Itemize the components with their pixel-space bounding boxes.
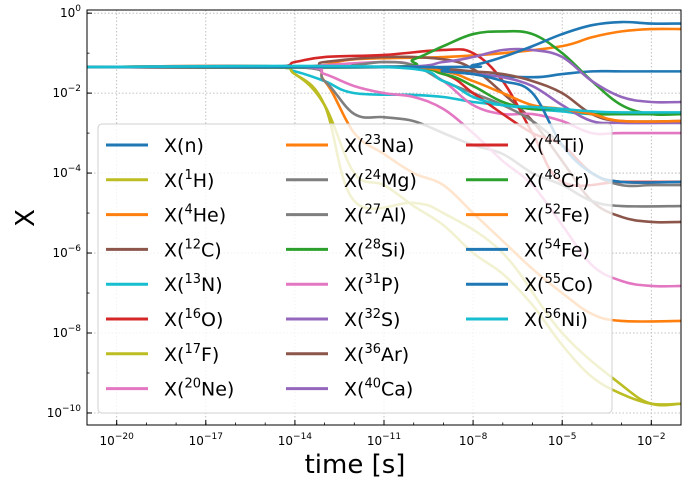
- legend-label: X(31P): [344, 272, 400, 296]
- x-axis-label: time [s]: [305, 450, 406, 480]
- legend-label: X(n): [164, 135, 204, 157]
- legend-box: [97, 123, 613, 414]
- x-tick-label: 10−5: [548, 432, 577, 448]
- legend-label: X(23Na): [344, 133, 414, 157]
- x-tick-label: 10−8: [459, 432, 488, 448]
- y-axis-ticks: 100 10−2 10−4 10−6 10−8 10−10: [47, 4, 92, 420]
- legend-label: X(32S): [344, 307, 400, 331]
- legend-label: X(20Ne): [164, 377, 234, 401]
- legend-label: X(36Ar): [344, 342, 409, 366]
- y-tick-label: 10−8: [52, 324, 81, 340]
- legend-label: X(52Fe): [524, 203, 590, 227]
- y-tick-label: 10−2: [52, 84, 81, 100]
- legend-label: X(48Cr): [524, 168, 589, 192]
- legend-label: X(16O): [164, 307, 223, 331]
- legend-label: X(54Fe): [524, 237, 590, 261]
- legend-label: X(40Ca): [344, 377, 413, 401]
- y-tick-label: 10−10: [47, 404, 82, 420]
- legend: X(n) X(1H) X(4He) X(12C) X(13N) X(16O) X(17F) X…: [97, 123, 613, 414]
- legend-label: X(28Si): [344, 237, 406, 261]
- legend-label: X(17F): [164, 342, 219, 366]
- legend-label: X(55Co): [524, 272, 593, 296]
- legend-label: X(44Ti): [524, 133, 585, 157]
- x-tick-label: 10−14: [278, 432, 313, 448]
- legend-label: X(13N): [164, 272, 223, 296]
- legend-label: X(24Mg): [344, 168, 417, 192]
- x-tick-label: 10−11: [367, 432, 401, 448]
- legend-label: X(12C): [164, 237, 222, 261]
- legend-label: X(1H): [164, 168, 214, 192]
- x-tick-label: 10−20: [100, 432, 135, 448]
- x-axis-ticks: 10−20 10−17 10−14 10−11 10−8 10−5 10−2: [86, 420, 682, 448]
- y-tick-label: 10−4: [52, 164, 81, 180]
- x-tick-label: 10−2: [637, 432, 666, 448]
- x-tick-label: 10−17: [189, 432, 223, 448]
- y-axis-label: X: [11, 209, 41, 227]
- legend-label: X(56Ni): [524, 307, 588, 331]
- series-lines: [87, 20, 681, 407]
- series-line-21: [87, 64, 681, 114]
- y-tick-label: 10−6: [52, 244, 81, 260]
- legend-label: X(4He): [164, 203, 226, 227]
- legend-label: X(27Al): [344, 203, 407, 227]
- y-tick-label: 100: [60, 4, 81, 20]
